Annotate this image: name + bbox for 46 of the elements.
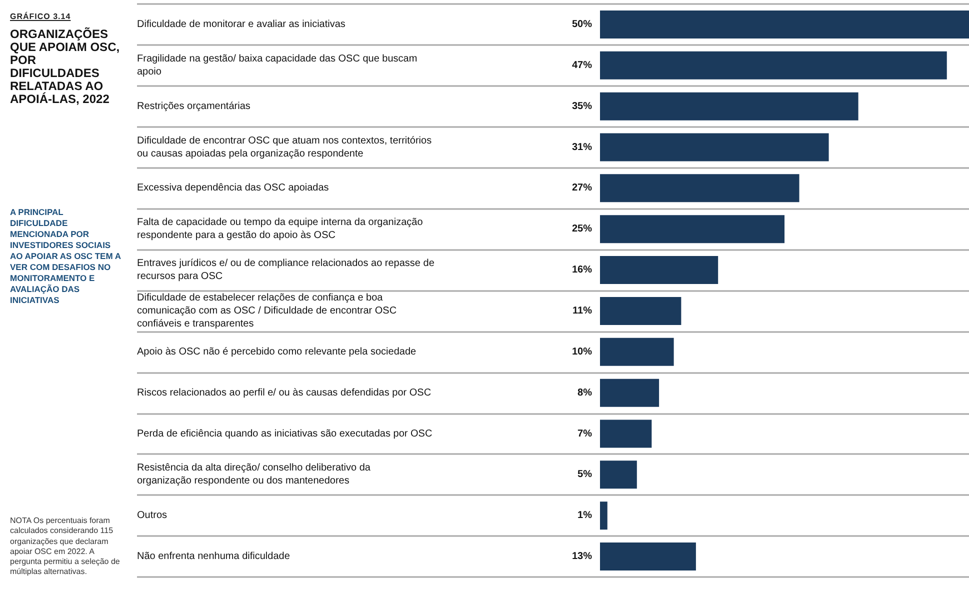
bar [600,133,829,162]
y-tick-label: Restrições orçamentárias [137,100,250,112]
data-label: 35% [572,100,592,112]
bar [600,542,696,571]
data-label: 10% [572,346,592,358]
bar [600,10,969,38]
y-tick-label: Dificuldade de monitorar e avaliar as iniciativas [137,18,346,30]
y-tick-label: Dificuldade de estabelecer relações de confiança e boa comunicação com as OSC / Dificuldade de encontrar OSC confiáveis e transparentes [137,292,400,330]
text: ORGANIZAÇÕES QUE APOIAM OSC, POR DIFICULDADES RELATADAS AO APOIÁ-LAS, 2022 [10,27,121,106]
data-label: 50% [572,18,592,30]
data-label: 13% [572,551,592,562]
data-label: 5% [578,469,592,480]
y-tick-label: Fragilidade na gestão/ baixa capacidade das OSC que buscam apoio [137,53,420,78]
y-tick-label: Dificuldade de encontrar OSC que atuam nos contextos, territórios ou causas apoiadas pela organização respondente [137,135,434,160]
data-label: 11% [572,305,592,316]
y-tick-label: Resistência da alta direção/ conselho deliberativo da organização respondente ou dos mantenedores [137,462,374,487]
y-tick-label: Não enfrenta nenhuma dificuldade [137,551,290,562]
data-label: 25% [572,224,592,235]
y-tick-label: Outros [137,510,168,522]
bar [600,92,858,120]
bar [600,420,652,448]
text: GRÁFICO 3.14 [10,12,71,21]
text: NOTA Os percentuais foram calculados considerando 115 organizações que declaram apoiar OSC em 2022. A pergunta permitiu a seleção de múltiplas alternativas. [10,516,121,578]
y-tick-label: Riscos relacionados ao perfil e/ ou às causas defendidas por OSC [137,387,432,398]
y-tick-label: Falta de capacidade ou tempo da equipe interna da organização respondente para a gestão do apoio às OSC [137,217,426,242]
y-tick-label: Perda de eficiência quando as iniciativas são executadas por OSC [137,428,432,440]
data-label: 16% [572,264,592,276]
bar [600,502,608,530]
bar [600,378,660,407]
text: A PRINCIPAL DIFICULDADE MENCIONADA POR INVESTIDORES SOCIAIS AO APOIAR AS OSC TEM A VER COM DESAFIOS NO MONITORAMENTO E AVALIAÇÃO DAS INICIATIVAS [10,207,121,305]
bar [600,215,784,244]
y-tick-label: Entraves jurídicos e/ ou de compliance relacionados ao repasse de recursos para OSC [137,258,438,282]
data-label: 31% [572,142,592,153]
data-label: 8% [578,387,592,398]
bar [600,51,947,80]
bar [600,338,674,366]
bar [600,256,718,284]
bar [600,296,682,325]
bar [600,174,800,202]
data-label: 7% [578,428,592,440]
y-tick-label: Excessiva dependência das OSC apoiadas [137,182,329,194]
data-label: 47% [572,60,592,71]
y-tick-label: Apoio às OSC não é percebido como relevante pela sociedade [137,346,417,358]
bar [600,460,637,489]
data-label: 1% [578,510,592,522]
data-label: 27% [572,182,592,194]
